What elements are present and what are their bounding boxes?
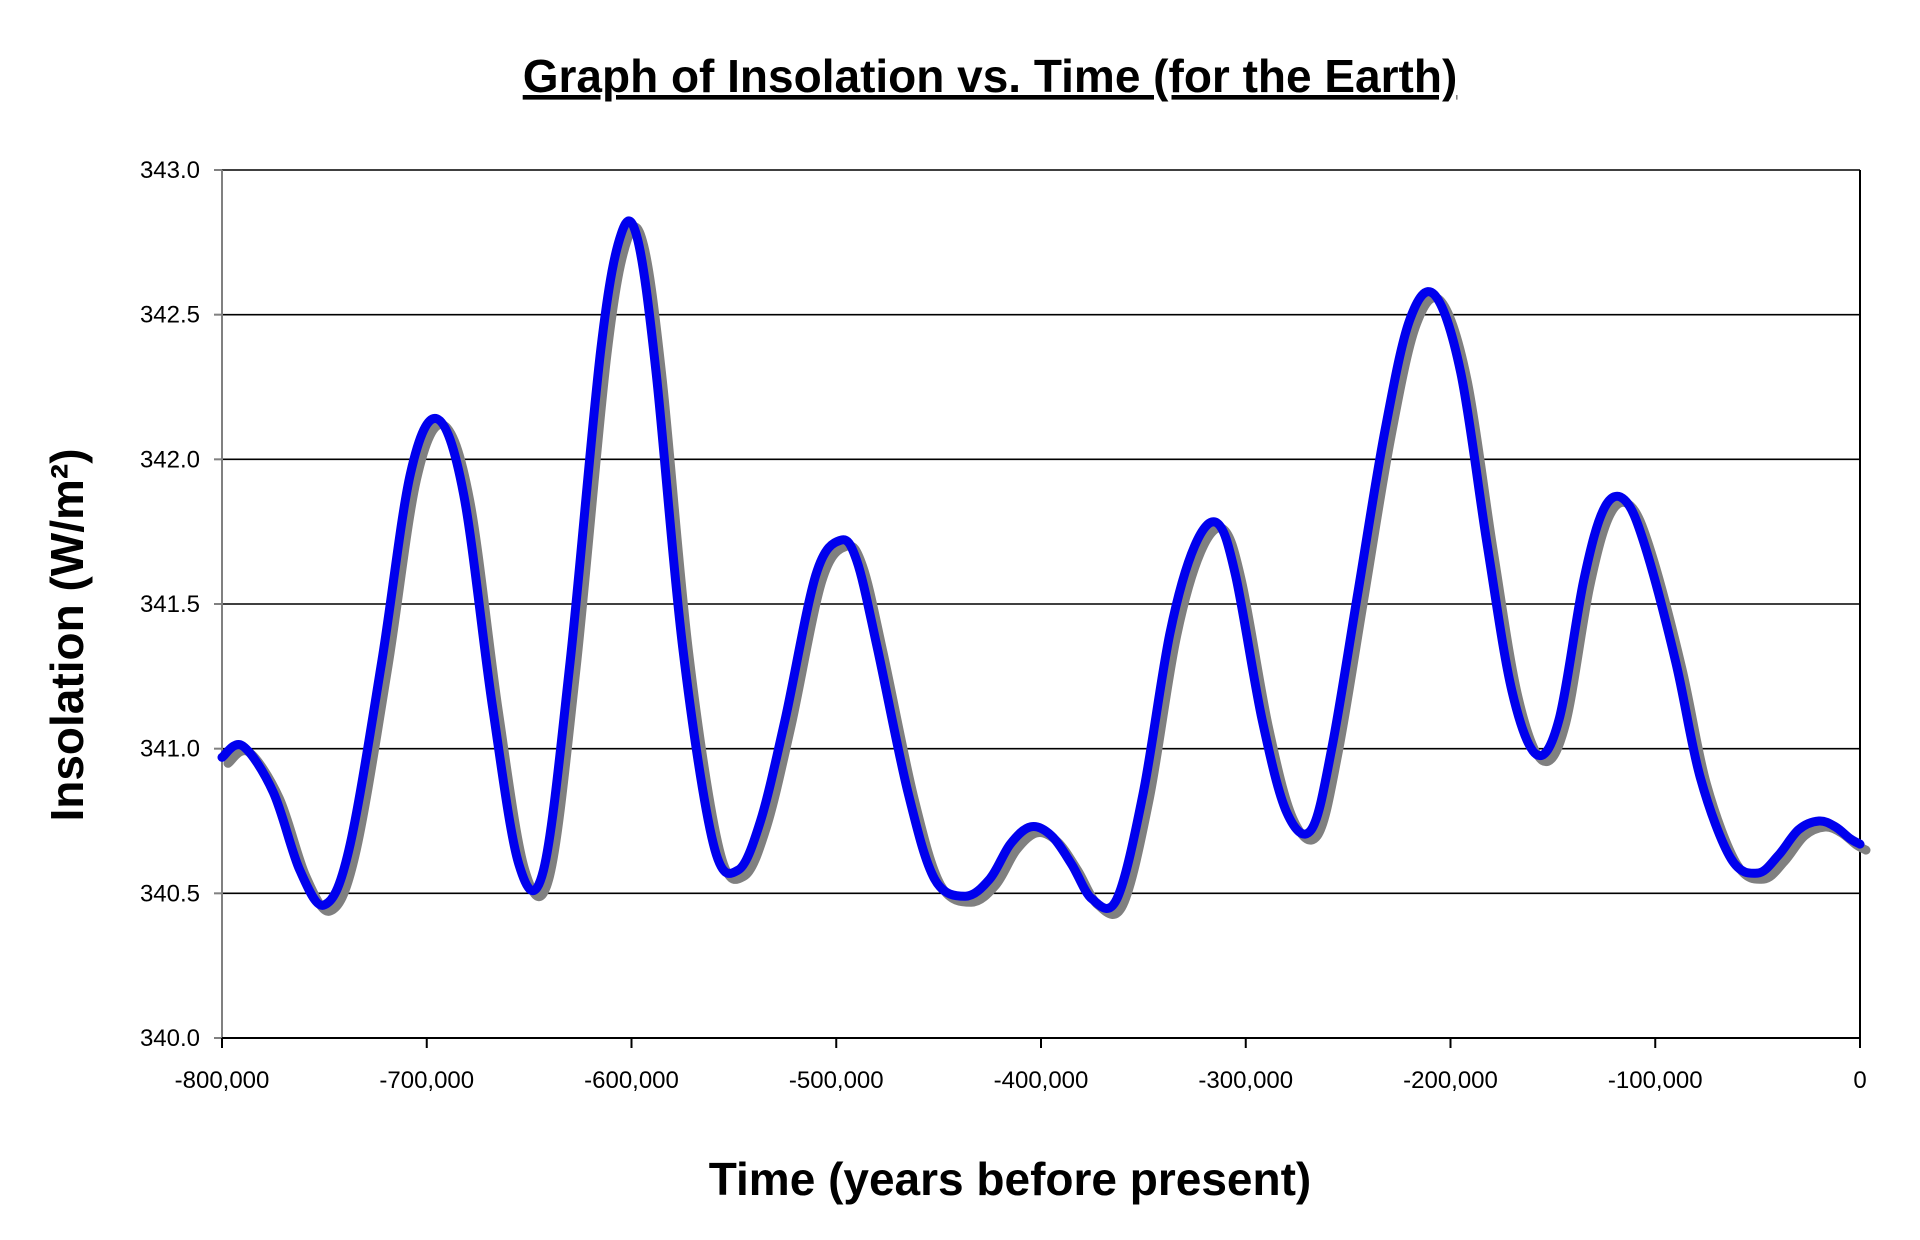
series-lines	[217, 216, 1871, 919]
series-line	[217, 216, 1865, 913]
tick-labels: 340.0 340.5 341.0 341.5 342.0 342.5 343.0 -800,…	[140, 157, 1867, 1094]
y-tick-label: 341.0	[140, 736, 200, 763]
x-tick-label: -600,000	[584, 1067, 679, 1094]
x-tick-label: -200,000	[1403, 1067, 1498, 1094]
y-tick-label: 340.5	[140, 880, 200, 907]
y-tick-label: 342.0	[140, 446, 200, 473]
x-tick-label: -300,000	[1198, 1067, 1293, 1094]
y-tick-label: 341.5	[140, 591, 200, 618]
x-axis-title: Time (years before present)	[709, 1153, 1312, 1205]
x-tick-label: -700,000	[379, 1067, 474, 1094]
y-tick-label: 342.5	[140, 302, 200, 329]
chart-title: Graph of Insolation vs. Time (for the Ea…	[523, 50, 1458, 102]
x-tick-label: 0	[1853, 1067, 1866, 1094]
x-tick-label: -800,000	[175, 1067, 270, 1094]
x-tick-label: -100,000	[1608, 1067, 1703, 1094]
y-tick-label: 340.0	[140, 1025, 200, 1052]
x-tick-label: -500,000	[789, 1067, 884, 1094]
x-tick-label: -400,000	[994, 1067, 1089, 1094]
y-tick-label: 343.0	[140, 157, 200, 184]
y-axis-title: Insolation (W/m²)	[41, 448, 93, 821]
